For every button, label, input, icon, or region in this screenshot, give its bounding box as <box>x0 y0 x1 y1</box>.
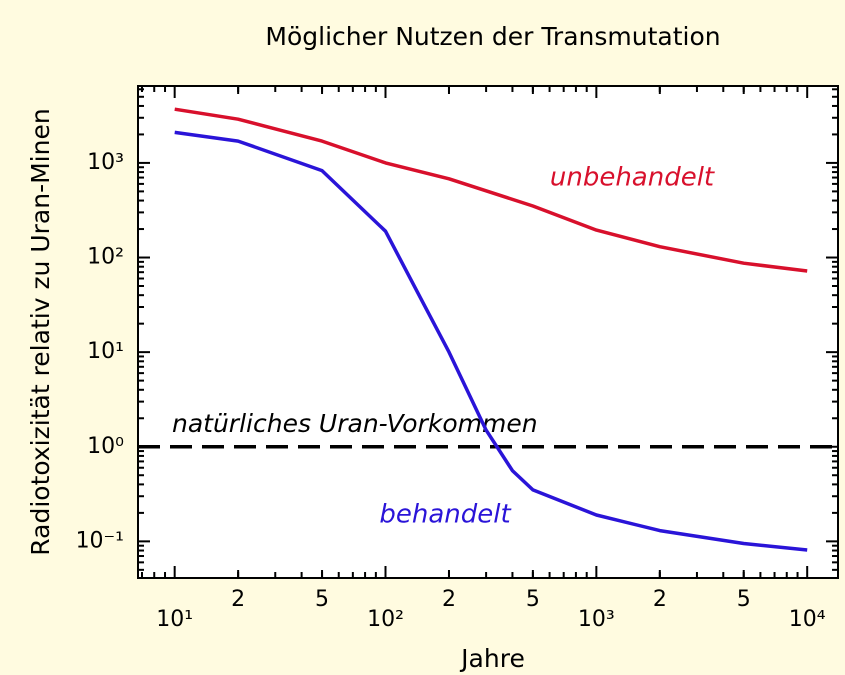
y-tick-label: 10² <box>87 245 124 270</box>
y-tick-label: 10³ <box>87 150 124 175</box>
series-label: unbehandelt <box>550 163 715 193</box>
x-tick-label: 10³ <box>578 607 615 632</box>
y-tick-label: 10⁻¹ <box>76 528 124 553</box>
plot-frame <box>137 85 839 579</box>
x-axis-title: Jahre <box>459 644 525 673</box>
chart-title: Möglicher Nutzen der Transmutation <box>265 22 720 51</box>
y-axis-title: Radiotoxizität relativ zu Uran-Minen <box>26 108 55 555</box>
x-tick-label: 10² <box>367 607 404 632</box>
x-tick-label: 5 <box>737 587 751 612</box>
x-tick-label: 5 <box>526 587 540 612</box>
x-tick-label: 10⁴ <box>789 607 826 632</box>
series-line <box>174 107 808 273</box>
series-line <box>174 130 808 552</box>
y-tick-label: 10⁰ <box>87 434 124 459</box>
x-tick-label: 2 <box>653 587 667 612</box>
x-tick-label: 5 <box>315 587 329 612</box>
x-tick-label: 10¹ <box>156 607 193 632</box>
x-tick-label: 2 <box>231 587 245 612</box>
x-tick-label: 2 <box>442 587 456 612</box>
plot-area <box>138 86 838 578</box>
series-label: behandelt <box>379 500 511 530</box>
y-tick-label: 10¹ <box>87 339 124 364</box>
